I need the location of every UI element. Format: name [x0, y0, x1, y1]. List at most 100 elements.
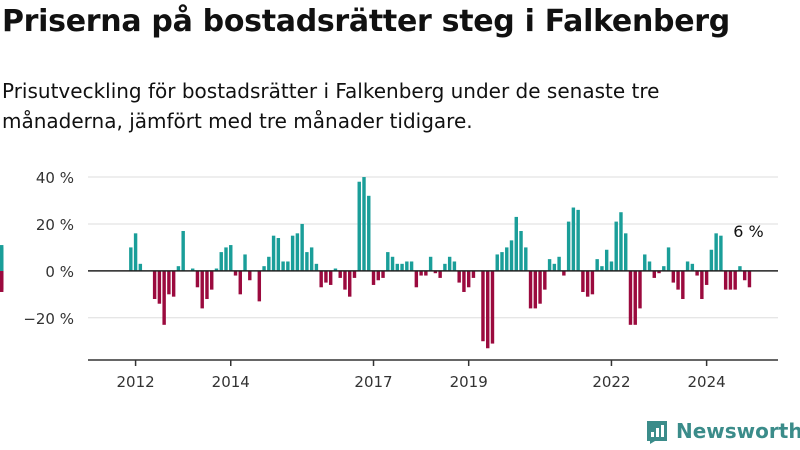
- bar: [357, 181, 361, 271]
- bar: [238, 270, 242, 295]
- bar: [604, 249, 609, 271]
- bar: [619, 212, 623, 271]
- bar: [243, 254, 247, 271]
- bar: [486, 270, 490, 349]
- bar: [257, 270, 262, 302]
- gridlines: [88, 176, 778, 319]
- bar: [290, 235, 295, 271]
- bar: [666, 247, 671, 271]
- y-tick-label: −20 %: [23, 310, 74, 328]
- bar: [566, 221, 571, 271]
- bar: [300, 223, 304, 271]
- bar: [490, 270, 495, 344]
- bar: [162, 270, 166, 325]
- x-tick-label: 2012: [116, 373, 154, 391]
- bar: [386, 252, 390, 271]
- y-tick-label: 0 %: [45, 263, 74, 281]
- bar: [571, 207, 576, 271]
- bar: [424, 270, 428, 276]
- bar: [267, 256, 271, 271]
- bar: [562, 270, 566, 276]
- bar: [195, 270, 200, 288]
- bar: [233, 270, 238, 276]
- bar: [152, 270, 157, 300]
- bar: [624, 233, 628, 271]
- y-tick-label: 40 %: [36, 169, 74, 187]
- annotations: 6 %: [733, 222, 763, 241]
- bar: [452, 261, 457, 271]
- bar: [171, 270, 176, 297]
- bar: [614, 221, 618, 271]
- bar: [443, 263, 447, 271]
- x-tick-label: 2024: [688, 373, 726, 391]
- bar: [657, 270, 661, 274]
- bar: [224, 247, 228, 271]
- bar: [305, 252, 309, 271]
- bar: [747, 270, 752, 288]
- bar: [662, 266, 666, 271]
- x-axis-tick-labels: 2012 2014 2017 2019 2022 2024: [116, 360, 726, 391]
- bar: [505, 247, 509, 271]
- bar: [462, 270, 466, 292]
- bar: [343, 270, 347, 290]
- bar: [414, 270, 419, 288]
- y-tick-label: 20 %: [36, 216, 74, 234]
- bar: [714, 233, 718, 271]
- bar: [0, 256, 4, 271]
- bar: [495, 254, 499, 271]
- bar: [509, 240, 514, 271]
- x-tick-label: 2014: [212, 373, 250, 391]
- axes: [88, 270, 778, 361]
- bar: [371, 270, 376, 285]
- bar: [348, 270, 352, 297]
- bar: [314, 263, 319, 271]
- bar: [742, 270, 747, 281]
- bar: [157, 270, 162, 304]
- bar: [681, 270, 685, 300]
- bar: [700, 270, 704, 300]
- y-axis-tick-labels: 40 % 20 % 0 % −20 %: [23, 169, 74, 328]
- x-tick-label: 2017: [354, 373, 392, 391]
- bar: [324, 270, 328, 283]
- bar: [585, 270, 590, 297]
- bar: [466, 270, 471, 288]
- bar: [704, 270, 709, 285]
- bar: [229, 245, 233, 271]
- bar: [733, 270, 737, 290]
- bar: [728, 270, 733, 290]
- bar: [471, 270, 476, 278]
- bar: [738, 266, 742, 271]
- bar: [167, 270, 171, 295]
- bar: [652, 270, 656, 278]
- bar: [286, 261, 290, 271]
- bar: [395, 263, 400, 271]
- bar: [633, 270, 637, 325]
- bar: [271, 235, 276, 271]
- bar: [576, 209, 580, 271]
- bar: [433, 270, 438, 274]
- x-tick-label: 2022: [592, 373, 630, 391]
- bar: [333, 268, 338, 271]
- bar: [295, 233, 300, 271]
- bar: [719, 235, 723, 271]
- bar: [362, 177, 366, 271]
- bar: [457, 270, 461, 283]
- bar: [514, 216, 518, 271]
- bar: [547, 259, 552, 271]
- bar: [438, 270, 442, 278]
- bar: [685, 261, 690, 271]
- bar: [138, 263, 143, 271]
- bar: [352, 270, 357, 278]
- bar: [133, 233, 138, 271]
- bar: [200, 270, 204, 309]
- bar: [581, 270, 585, 292]
- bar: [600, 266, 604, 271]
- bar: [690, 263, 695, 271]
- chart-title: Priserna på bostadsrätter steg i Falkenb…: [2, 4, 730, 39]
- bar: [557, 256, 561, 271]
- bar: [367, 195, 371, 271]
- bar: [405, 261, 409, 271]
- bar: [210, 270, 214, 290]
- bar: [409, 261, 414, 271]
- x-tick-label: 2019: [450, 373, 488, 391]
